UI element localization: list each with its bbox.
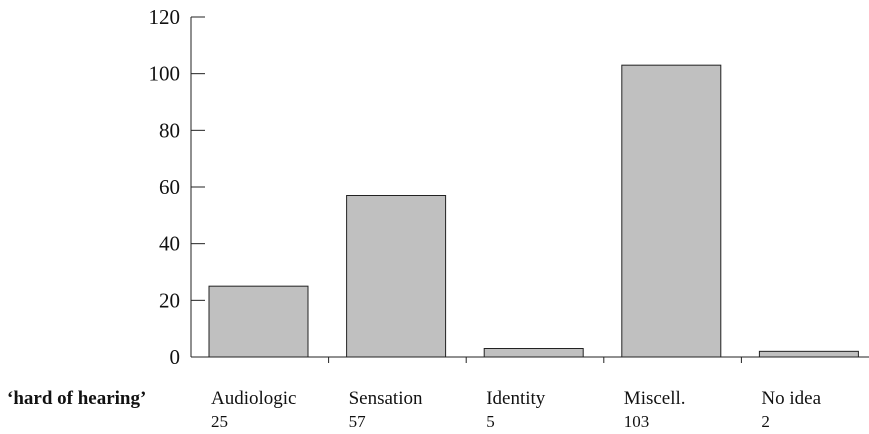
category-label: Miscell. xyxy=(624,388,686,409)
category-labels: Audiologic 25 Sensation 57 Identity 5 Miscell.… xyxy=(211,388,822,431)
y-tick-label: 40 xyxy=(159,232,180,256)
bar-audiologic xyxy=(208,285,309,358)
bar-miscell xyxy=(621,64,722,358)
y-axis: 0 20 40 60 80 100 120 xyxy=(149,5,205,369)
category-count-label: 57 xyxy=(349,412,367,431)
category-label: No idea xyxy=(761,388,821,409)
row-label: ‘hard of hearing’ xyxy=(7,388,146,409)
category-label: Audiologic xyxy=(211,388,297,409)
y-tick-label: 60 xyxy=(159,175,180,199)
bar-sensation xyxy=(346,195,447,358)
category-label: Sensation xyxy=(349,388,423,409)
y-tick-label: 20 xyxy=(159,288,180,312)
category-count-label: 2 xyxy=(761,412,770,431)
y-tick-label: 0 xyxy=(170,345,181,369)
bars xyxy=(208,64,859,358)
category-count-label: 103 xyxy=(624,412,650,431)
y-tick-label: 80 xyxy=(159,118,180,142)
category-count-label: 5 xyxy=(486,412,495,431)
category-count-label: 25 xyxy=(211,412,228,431)
category-label: Identity xyxy=(486,388,546,409)
y-tick-label: 100 xyxy=(149,62,181,86)
x-axis xyxy=(191,356,869,363)
bar-no-idea xyxy=(758,350,859,358)
bar-identity xyxy=(483,348,584,358)
y-tick-label: 120 xyxy=(149,5,181,29)
